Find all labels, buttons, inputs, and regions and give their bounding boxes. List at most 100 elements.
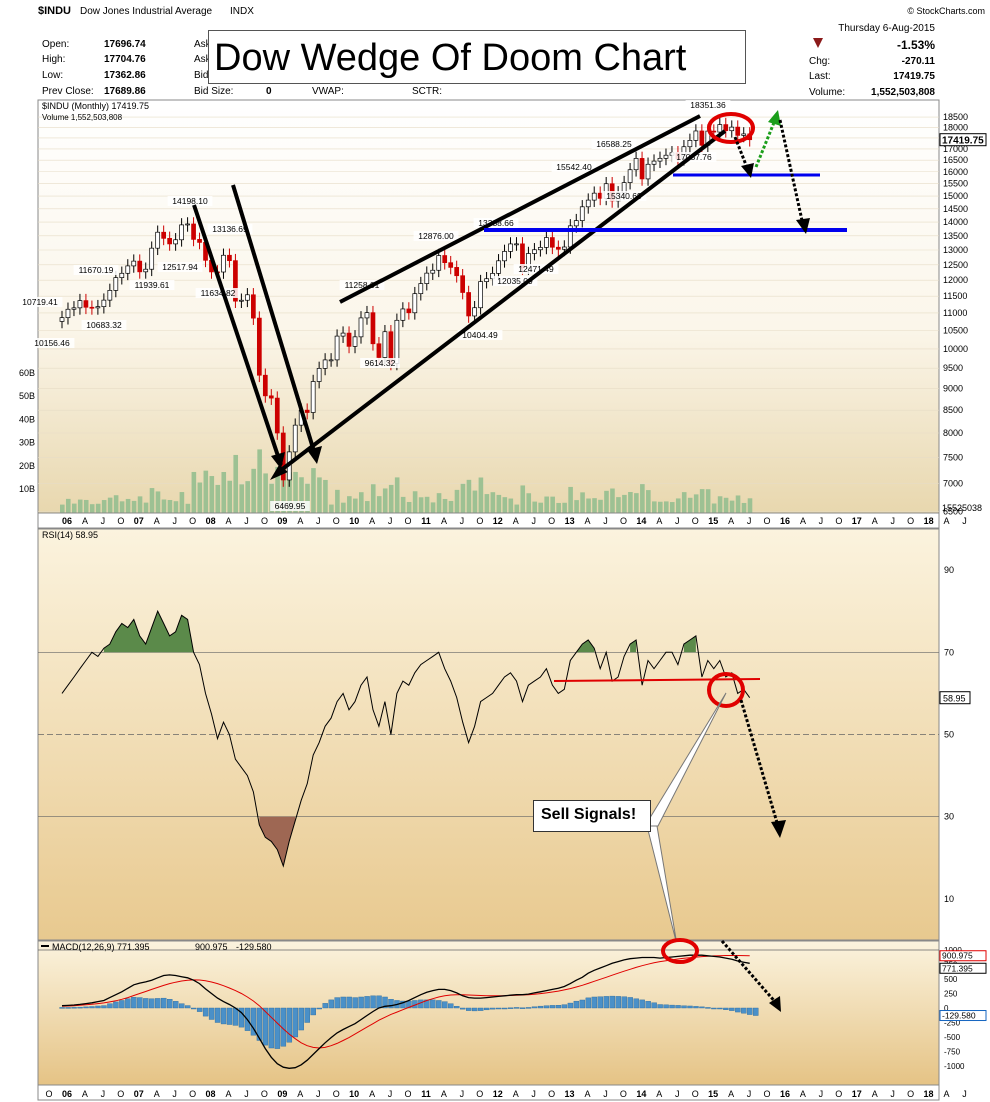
price-annotation-bg — [513, 264, 559, 274]
macd-tick-label: -250 — [944, 1019, 961, 1028]
x-tick-label: A — [728, 1089, 734, 1099]
macd-axis: 10007505002500-250-500-750-1000900.97577… — [939, 946, 987, 1071]
x-tick-label: O — [117, 516, 124, 526]
volume-bar — [520, 485, 526, 513]
x-tick-label: 16 — [780, 1089, 790, 1099]
macd-histogram-bar — [555, 1005, 562, 1009]
candle-body — [687, 140, 693, 148]
x-tick-label: O — [907, 516, 914, 526]
x-tick-label: J — [101, 516, 106, 526]
x-tick-label: O — [189, 516, 196, 526]
candle-body — [233, 260, 238, 302]
low-label: Low: — [42, 70, 63, 81]
volume-bar — [412, 491, 418, 513]
x-tick-label: J — [172, 516, 177, 526]
price-annotation-bg — [339, 280, 385, 290]
volume-bar — [203, 470, 209, 513]
macd-histogram-bar — [681, 1005, 687, 1009]
volume-bar — [239, 484, 244, 513]
macd-legend-swatch — [41, 945, 49, 947]
macd-histogram-bar — [669, 1004, 675, 1009]
macd-tick-label: -500 — [944, 1033, 961, 1042]
macd-histogram-bar — [741, 1007, 747, 1014]
volume-bar — [550, 496, 555, 513]
macd-value-marker — [939, 1010, 987, 1022]
macd-tick-label: -750 — [944, 1048, 961, 1057]
price-tick-label: 10000 — [943, 344, 968, 354]
arrowhead-1 — [271, 452, 285, 469]
x-tick-label: A — [441, 1089, 447, 1099]
volume-bar — [562, 502, 567, 513]
candle-body — [328, 359, 334, 362]
volume-bar — [544, 496, 549, 513]
x-tick-label: A — [226, 516, 232, 526]
rsi-overbought-fill — [576, 639, 595, 653]
volume-bar — [388, 484, 394, 513]
macd-histogram-bar — [262, 1007, 269, 1046]
dotted-rebound-arrow — [754, 119, 777, 168]
macd-histogram-bar — [196, 1007, 203, 1012]
macd-histogram-bar — [693, 1006, 699, 1009]
rsi-dotted-arrow — [739, 699, 780, 827]
x-tick-label: J — [603, 1089, 608, 1099]
candle-body — [59, 317, 65, 322]
x-tick-label: J — [603, 516, 608, 526]
macd-value-marker — [939, 962, 987, 974]
candle-body — [370, 312, 376, 345]
x-tick-label: 10 — [349, 1089, 359, 1099]
macd-histogram-bar — [573, 1000, 580, 1009]
volume-bar — [646, 490, 651, 513]
x-tick-label: O — [405, 516, 412, 526]
macd-histogram-bar — [310, 1007, 316, 1016]
volume-bar — [418, 497, 424, 513]
x-tick-label: O — [620, 516, 627, 526]
wedge-lower-line — [274, 129, 727, 476]
candle-body — [239, 299, 244, 302]
x-tick-label: 06 — [62, 1089, 72, 1099]
x-tick-label: 14 — [636, 516, 646, 526]
x-tick-label: O — [404, 1089, 411, 1099]
candle-body — [352, 336, 358, 347]
macd-histogram-bar — [561, 1004, 568, 1009]
price-tick-label: 11500 — [943, 291, 967, 301]
x-tick-label: A — [154, 516, 160, 526]
price-gridlines — [38, 116, 939, 512]
sctr-label: SCTR: — [412, 86, 442, 97]
volume-bar — [705, 489, 711, 513]
candle-body — [268, 395, 274, 399]
macd-overlays — [661, 938, 781, 1012]
x-tick-label: 06 — [62, 516, 72, 526]
macd-line — [61, 954, 750, 1069]
macd-arrowhead — [769, 996, 781, 1012]
price-panel — [37, 99, 940, 514]
macd-histogram-bar — [298, 1007, 304, 1031]
candle-body — [508, 243, 513, 252]
macd-histogram-bar — [639, 999, 645, 1009]
candle-body — [119, 272, 125, 278]
macd-tick-label: 500 — [944, 975, 958, 984]
volume-bar — [711, 503, 717, 513]
macd-histogram-bar — [448, 1003, 454, 1009]
candle-body — [77, 300, 83, 309]
x-tick-label: 09 — [277, 1089, 287, 1099]
volume-bar — [281, 463, 286, 513]
rsi-tick-label: 30 — [944, 812, 954, 822]
candle-body — [627, 169, 633, 183]
volume-bar — [101, 500, 107, 513]
bid-size-value: 0 — [266, 86, 272, 97]
volume-bar — [137, 496, 143, 513]
x-tick-label: O — [548, 1089, 555, 1099]
macd-histogram-bar — [400, 1000, 406, 1009]
candle-body — [430, 269, 436, 274]
volume-bar — [335, 489, 340, 513]
candle-body — [185, 223, 190, 226]
x-axis-strip-2 — [37, 1084, 940, 1101]
macd-legend-hist: -129.580 — [236, 942, 272, 952]
candle-body — [179, 224, 184, 241]
volume-bar — [669, 502, 675, 513]
volume-bar — [717, 496, 723, 513]
price-annotation-bg — [167, 196, 213, 206]
volume-bar — [60, 504, 65, 513]
arrowhead-green — [768, 110, 781, 126]
x-tick-label: A — [297, 516, 303, 526]
